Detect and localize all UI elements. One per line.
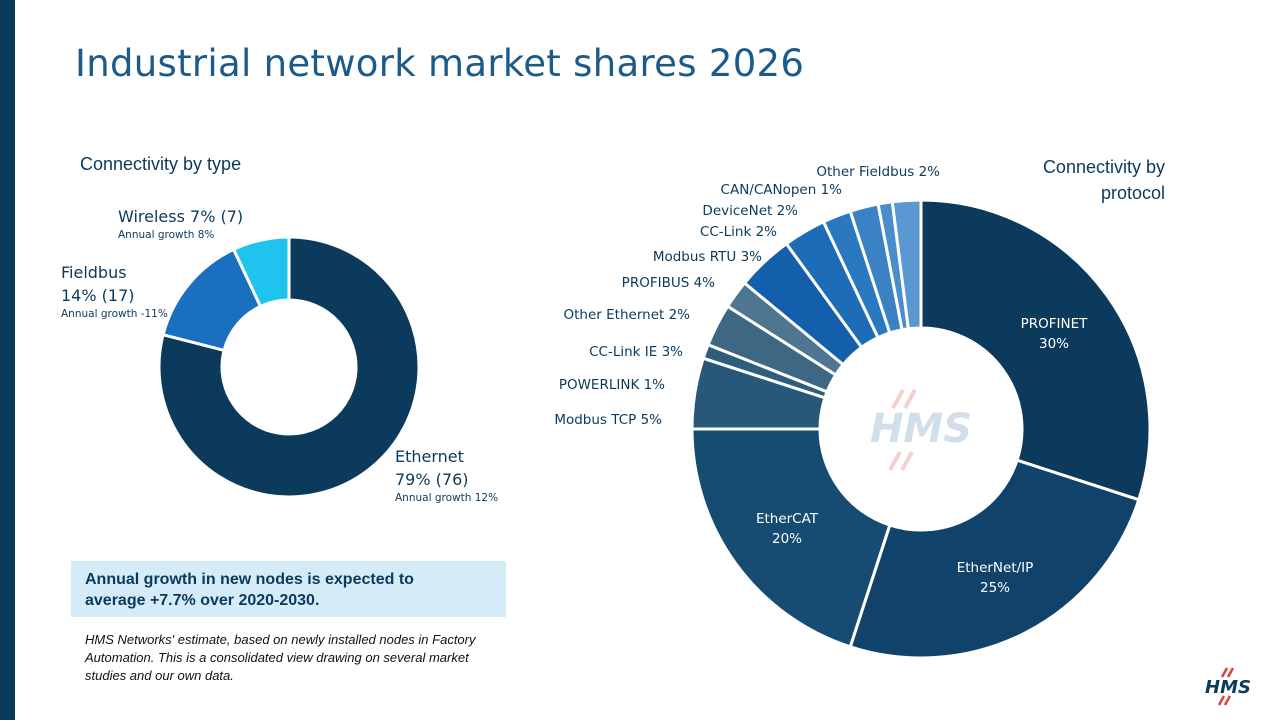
label-cc-link-ie: CC-Link IE 3% <box>589 344 683 360</box>
chart-type-subtitle: Connectivity by type <box>80 154 242 174</box>
page-title: Industrial network market shares 2026 <box>75 42 805 85</box>
label-powerlink: POWERLINK 1% <box>559 377 665 393</box>
growth-callout: Annual growth in new nodes is expected t… <box>71 561 506 617</box>
label-cc-link: CC-Link 2% <box>700 224 777 240</box>
callout-line2: average +7.7% over 2020-2030. <box>85 592 320 609</box>
chart-protocol-subtitle: Connectivity by protocol <box>965 154 1165 206</box>
label-ethernet: Ethernet <box>395 447 464 466</box>
label-modbus-tcp: Modbus TCP 5% <box>554 412 662 428</box>
hms-watermark: HMS <box>870 389 972 471</box>
protocol-slice-ethercat <box>690 427 892 649</box>
label-profinet: PROFINET <box>1021 316 1089 332</box>
source-note: HMS Networks' estimate, based on newly i… <box>85 632 476 683</box>
label-wireless: Wireless 7% (7) <box>118 207 243 226</box>
label-fieldbus-growth: Annual growth -11% <box>61 308 168 320</box>
logo-slash <box>1226 667 1235 678</box>
label-fieldbus-value: 14% (17) <box>61 286 135 305</box>
label-devicenet: DeviceNet 2% <box>702 203 798 219</box>
logo-text: HMS <box>1205 677 1251 698</box>
type-slice-wireless <box>231 235 291 309</box>
chart-protocol-subtitle-line2: protocol <box>1100 183 1165 203</box>
watermark-text: HMS <box>870 406 972 452</box>
callout-line1: Annual growth in new nodes is expected t… <box>85 571 414 588</box>
type-donut <box>157 235 421 499</box>
logo-slash <box>1223 695 1232 706</box>
label-wireless-growth: Annual growth 8% <box>118 229 214 241</box>
label-ethercat: EtherCAT <box>756 511 819 527</box>
protocol-slice-ethernet-ip <box>848 458 1141 660</box>
type-slice-ethernet <box>157 235 421 499</box>
logo-slash <box>1220 667 1229 678</box>
label-fieldbus: Fieldbus <box>61 263 127 282</box>
chart-protocol-subtitle-line1: Connectivity by <box>1042 157 1165 177</box>
label-modbus-rtu: Modbus RTU 3% <box>653 249 762 265</box>
label-profibus: PROFIBUS 4% <box>622 275 715 291</box>
label-profinet-value: 30% <box>1039 336 1069 352</box>
label-ethercat-value: 20% <box>772 531 802 547</box>
protocol-slice-profinet <box>919 198 1152 502</box>
label-ethernet-growth: Annual growth 12% <box>395 492 498 504</box>
label-other-fieldbus: Other Fieldbus 2% <box>816 164 940 180</box>
label-ethernet-value: 79% (76) <box>395 470 469 489</box>
protocol-donut <box>690 198 1152 660</box>
hms-logo: HMS <box>1205 667 1251 706</box>
label-other-ethernet: Other Ethernet 2% <box>564 307 691 323</box>
left-accent-bar <box>0 0 15 720</box>
label-can-canopen: CAN/CANopen 1% <box>721 182 843 198</box>
label-ethernetip: EtherNet/IP <box>957 560 1034 576</box>
protocol-slice-other-fieldbus <box>890 198 923 331</box>
logo-slash <box>1217 695 1226 706</box>
label-ethernetip-value: 25% <box>980 580 1010 596</box>
